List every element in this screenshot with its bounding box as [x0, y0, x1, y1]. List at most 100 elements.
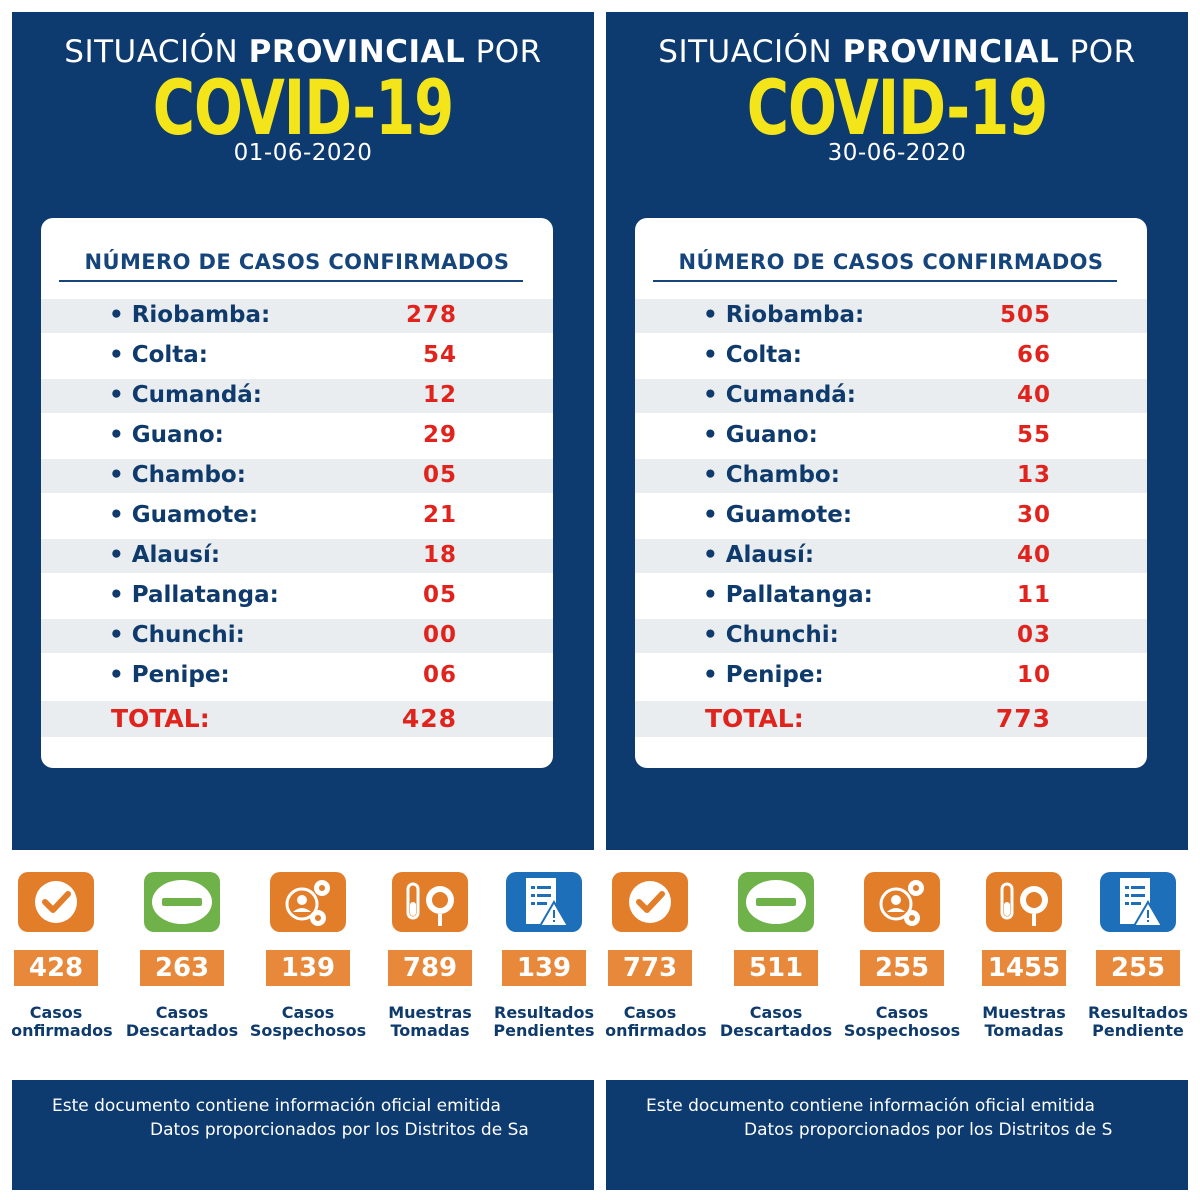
check-icon: [18, 872, 94, 932]
stat-label: Muestras Tomadas: [370, 1004, 490, 1040]
canton-cases: 11: [1016, 582, 1051, 608]
canton-row: • Chunchi: 00: [41, 619, 553, 653]
canton-name: • Chambo:: [703, 462, 840, 488]
suspects-icon: [864, 872, 940, 932]
canton-cases: 18: [422, 542, 457, 568]
covid-title: COVID-19: [746, 65, 1048, 153]
stat-check: 773 CasosConfirmados: [606, 872, 710, 1052]
minus-icon: [144, 872, 220, 932]
stat-label-line2: Descartados: [719, 1021, 833, 1040]
canton-cases: 00: [422, 622, 457, 648]
canton-row: • Penipe: 10: [635, 659, 1147, 693]
canton-cases: 29: [422, 422, 457, 448]
total-row: TOTAL: 428: [41, 701, 553, 737]
canton-name: • Guano:: [109, 422, 224, 448]
headline-part: SITUACIÓN: [64, 34, 249, 70]
stat-label: CasosConfirmados: [12, 1004, 116, 1040]
canton-name: • Colta:: [109, 342, 208, 368]
headline-emphasis: PROVINCIAL: [842, 34, 1060, 70]
total-label: TOTAL:: [705, 704, 804, 733]
stat-label-line1: Muestras: [982, 1003, 1066, 1022]
headline-emphasis: PROVINCIAL: [248, 34, 466, 70]
footer-line-1: Este documento contiene información ofic…: [646, 1096, 1095, 1116]
canton-row: • Chunchi: 03: [635, 619, 1147, 653]
pending-results-icon: [506, 872, 582, 932]
total-value: 773: [995, 704, 1051, 733]
pending-results-icon: [1100, 872, 1176, 932]
canton-cases: 40: [1016, 542, 1051, 568]
stat-pending-results: 139 Resultados Pendientes: [484, 872, 594, 1052]
stats-strip: 428CasosConfirmados263CasosDescartados13…: [12, 850, 594, 1080]
stat-value: 263: [140, 950, 224, 986]
stat-label-line2: Sospechosos: [843, 1021, 961, 1040]
sample-icon: [392, 872, 468, 932]
stat-sample: 789 Muestras Tomadas: [370, 872, 490, 1052]
check-icon: [612, 872, 688, 932]
minus-icon: [738, 872, 814, 932]
canton-name: • Chunchi:: [703, 622, 839, 648]
canton-cases: 55: [1016, 422, 1051, 448]
canton-cases: 40: [1016, 382, 1051, 408]
footer: Este documento contiene información ofic…: [606, 1080, 1188, 1190]
canton-row: • Cumandá: 40: [635, 379, 1147, 413]
title-underline: [59, 280, 523, 282]
canton-row: • Guamote: 21: [41, 499, 553, 533]
stat-label-line2: Tomadas: [984, 1021, 1064, 1040]
confirmed-cases-card: NÚMERO DE CASOS CONFIRMADOS • Riobamba: 50…: [635, 218, 1147, 768]
card-title: NÚMERO DE CASOS CONFIRMADOS: [678, 250, 1104, 274]
total-value: 428: [401, 704, 457, 733]
canton-cases: 30: [1016, 502, 1051, 528]
canton-name: • Alausí:: [109, 542, 221, 568]
canton-name: • Penipe:: [109, 662, 230, 688]
stat-label-line2: Confirmados: [606, 1021, 707, 1040]
headline-part: SITUACIÓN: [658, 34, 843, 70]
total-row: TOTAL: 773: [635, 701, 1147, 737]
stat-label: Muestras Tomadas: [964, 1004, 1084, 1040]
canton-name: • Guamote:: [703, 502, 853, 528]
stat-value: 139: [266, 950, 350, 986]
stat-value: 255: [1096, 950, 1180, 986]
stat-value: 789: [388, 950, 472, 986]
stat-label-line2: Descartados: [125, 1021, 239, 1040]
canton-name: • Guamote:: [109, 502, 259, 528]
stat-label: Casos Descartados: [122, 1004, 242, 1040]
canton-row: • Riobamba: 278: [41, 299, 553, 333]
canton-row: • Colta: 54: [41, 339, 553, 373]
canton-row: • Alausí: 40: [635, 539, 1147, 573]
stat-value: 511: [734, 950, 818, 986]
canton-name: • Penipe:: [703, 662, 824, 688]
canton-name: • Riobamba:: [703, 302, 865, 328]
stat-minus: 263 Casos Descartados: [122, 872, 242, 1052]
stat-label: Casos Sospechosos: [842, 1004, 962, 1040]
canton-row: • Chambo: 13: [635, 459, 1147, 493]
canton-cases: 13: [1016, 462, 1051, 488]
canton-cases: 12: [422, 382, 457, 408]
canton-name: • Alausí:: [703, 542, 815, 568]
canton-name: • Chambo:: [109, 462, 246, 488]
headline: SITUACIÓN PROVINCIAL POR: [12, 34, 594, 70]
footer-line-1: Este documento contiene información ofic…: [52, 1096, 501, 1116]
stat-label: Casos Sospechosos: [248, 1004, 368, 1040]
stat-label-line1: Casos: [29, 1003, 83, 1022]
stat-check: 428 CasosConfirmados: [12, 872, 116, 1052]
canton-cases: 10: [1016, 662, 1051, 688]
stat-label-line1: Casos: [875, 1003, 929, 1022]
stat-suspects: 139 Casos Sospechosos: [248, 872, 368, 1052]
stat-minus: 511 Casos Descartados: [716, 872, 836, 1052]
stat-label-line2: Tomadas: [390, 1021, 470, 1040]
stat-sample: 1455 Muestras Tomadas: [964, 872, 1084, 1052]
infographic-panel-2: SITUACIÓN PROVINCIAL POR COVID-19 30-06-20…: [606, 12, 1188, 1190]
covid-title: COVID-19: [152, 65, 454, 153]
canton-row: • Penipe: 06: [41, 659, 553, 693]
canton-row: • Guano: 29: [41, 419, 553, 453]
card-title: NÚMERO DE CASOS CONFIRMADOS: [84, 250, 510, 274]
canton-name: • Pallatanga:: [109, 582, 279, 608]
stat-suspects: 255 Casos Sospechosos: [842, 872, 962, 1052]
canton-cases: 505: [999, 302, 1051, 328]
footer-line-2: Datos proporcionados por los Distritos d…: [150, 1120, 529, 1140]
stat-value: 428: [14, 950, 98, 986]
canton-row: • Guamote: 30: [635, 499, 1147, 533]
confirmed-cases-card: NÚMERO DE CASOS CONFIRMADOS • Riobamba: 27…: [41, 218, 553, 768]
hero-section: SITUACIÓN PROVINCIAL POR COVID-19 01-06-20…: [12, 12, 594, 850]
canton-name: • Guano:: [703, 422, 818, 448]
